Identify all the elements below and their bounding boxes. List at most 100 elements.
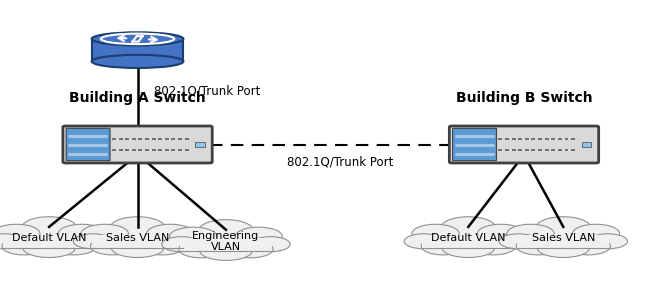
Bar (172, 149, 176, 151)
Bar (185, 138, 189, 140)
Ellipse shape (251, 237, 290, 252)
Ellipse shape (442, 238, 495, 257)
Ellipse shape (92, 55, 183, 68)
Ellipse shape (471, 238, 515, 255)
Bar (112, 138, 116, 140)
Ellipse shape (162, 234, 202, 249)
Bar (92, 235, 183, 248)
Ellipse shape (477, 224, 525, 243)
Bar (545, 149, 549, 151)
Ellipse shape (229, 240, 273, 258)
Ellipse shape (572, 224, 620, 243)
Bar (552, 138, 555, 140)
Bar (558, 138, 562, 140)
Ellipse shape (516, 238, 561, 255)
Ellipse shape (537, 238, 590, 257)
Ellipse shape (235, 227, 282, 246)
Bar (119, 138, 122, 140)
Ellipse shape (110, 217, 165, 239)
Bar (505, 138, 509, 140)
Bar (565, 138, 569, 140)
Bar (498, 138, 502, 140)
Ellipse shape (507, 224, 554, 243)
Ellipse shape (179, 240, 223, 258)
Bar (138, 138, 142, 140)
FancyBboxPatch shape (63, 126, 212, 163)
Bar (178, 149, 182, 151)
Bar (132, 149, 136, 151)
Bar (525, 149, 529, 151)
Ellipse shape (90, 238, 135, 255)
Polygon shape (92, 39, 183, 61)
Text: Building A Switch: Building A Switch (69, 92, 206, 105)
Ellipse shape (200, 241, 252, 260)
Ellipse shape (499, 234, 538, 249)
Bar (132, 138, 136, 140)
Ellipse shape (588, 234, 627, 249)
Ellipse shape (147, 224, 194, 243)
Text: Sales VLAN: Sales VLAN (106, 234, 169, 243)
Ellipse shape (23, 238, 75, 257)
Bar (552, 149, 555, 151)
Bar (159, 149, 162, 151)
Bar (512, 149, 515, 151)
Bar (565, 149, 569, 151)
Ellipse shape (22, 217, 77, 239)
Ellipse shape (170, 227, 217, 246)
Bar (125, 149, 129, 151)
Ellipse shape (92, 32, 183, 45)
Bar (498, 149, 502, 151)
Bar (125, 138, 129, 140)
Bar (172, 138, 176, 140)
Bar (582, 142, 591, 147)
Bar (159, 138, 162, 140)
Bar (112, 149, 116, 151)
Text: 802.1Q/Trunk Port: 802.1Q/Trunk Port (154, 85, 260, 97)
FancyBboxPatch shape (449, 126, 599, 163)
FancyBboxPatch shape (66, 128, 110, 161)
Text: Sales VLAN: Sales VLAN (532, 234, 595, 243)
Bar (165, 149, 169, 151)
Bar (538, 138, 542, 140)
Bar (505, 149, 509, 151)
Bar (571, 149, 575, 151)
Bar (558, 149, 562, 151)
Bar (517, 235, 609, 248)
Ellipse shape (162, 237, 201, 252)
Bar (145, 138, 149, 140)
Bar (119, 149, 122, 151)
Ellipse shape (140, 238, 185, 255)
Bar (145, 149, 149, 151)
Bar (512, 138, 515, 140)
Bar (545, 138, 549, 140)
Bar (151, 138, 156, 140)
Ellipse shape (2, 238, 47, 255)
Bar (180, 238, 272, 251)
Text: Default VLAN: Default VLAN (431, 234, 506, 243)
FancyBboxPatch shape (453, 128, 496, 161)
Bar (525, 138, 529, 140)
Text: Default VLAN: Default VLAN (12, 234, 86, 243)
Bar (518, 138, 522, 140)
Bar (531, 149, 535, 151)
Ellipse shape (52, 238, 96, 255)
Ellipse shape (493, 234, 533, 249)
Bar (422, 235, 514, 248)
Bar (138, 149, 142, 151)
Ellipse shape (81, 224, 128, 243)
Ellipse shape (73, 234, 113, 249)
Bar (178, 138, 182, 140)
Bar (3, 235, 95, 248)
Ellipse shape (566, 238, 610, 255)
Bar (571, 138, 575, 140)
Bar (151, 149, 156, 151)
Bar (185, 149, 189, 151)
Ellipse shape (111, 238, 164, 257)
Ellipse shape (412, 224, 459, 243)
Ellipse shape (404, 234, 443, 249)
Ellipse shape (441, 217, 496, 239)
Ellipse shape (58, 224, 105, 243)
Bar (538, 149, 542, 151)
Ellipse shape (536, 217, 591, 239)
Ellipse shape (74, 234, 113, 249)
